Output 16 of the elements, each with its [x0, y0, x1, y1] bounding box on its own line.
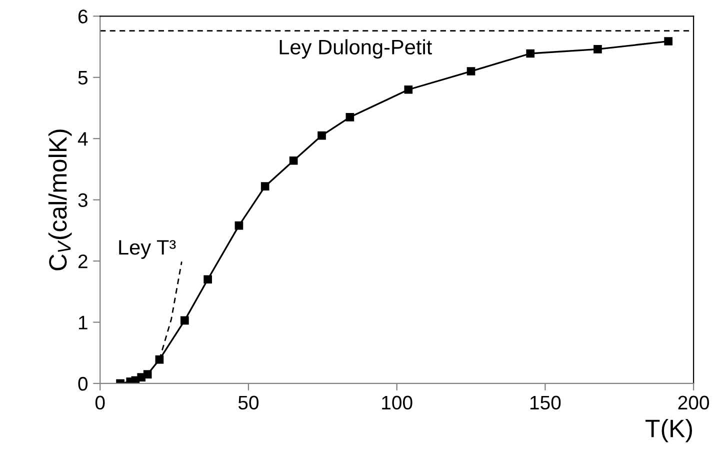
y-tick-label: 0: [78, 376, 88, 391]
series-label: Ley T³: [119, 240, 176, 259]
x-tick-label: 0: [95, 396, 105, 410]
x-tick-label: 200: [678, 396, 710, 410]
x-tick-label: 50: [238, 396, 259, 410]
ref-line-label: Ley Dulong-Petit: [280, 39, 432, 59]
y-tick-label: 5: [78, 71, 88, 85]
y-tick-label: 1: [78, 316, 88, 330]
y-tick-label: 6: [78, 10, 88, 24]
x-tick-label: 150: [530, 396, 561, 410]
y-tick-label: 3: [78, 193, 88, 208]
y-tick-label: 2: [78, 254, 88, 268]
y-tick-label: 4: [78, 132, 88, 146]
x-axis-title: T(K): [646, 418, 692, 442]
x-tick-label: 100: [382, 396, 412, 410]
y-axis-title: C$_{V}$(cal/molK): [48, 130, 72, 270]
